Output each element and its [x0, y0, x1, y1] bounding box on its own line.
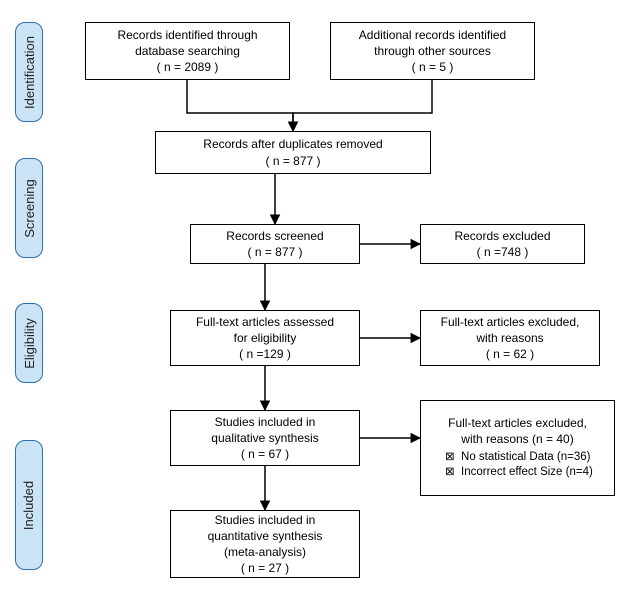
text: with reasons [476, 330, 543, 346]
text: Full-text articles excluded, [441, 314, 580, 330]
text: ( n = 27 ) [241, 560, 289, 576]
node-excluded-screen: Records excluded ( n =748 ) [420, 224, 585, 264]
text: Records after duplicates removed [203, 136, 382, 152]
text: quantitative synthesis [208, 528, 323, 544]
text: with reasons (n = 40) [461, 431, 573, 447]
text: Studies included in [215, 512, 316, 528]
stage-eligibility: Eligibility [15, 303, 43, 383]
text: ( n = 62 ) [486, 346, 534, 362]
stage-included: Included [15, 440, 43, 570]
text: Full-text articles excluded, [448, 415, 587, 431]
stage-identification: Identification [15, 22, 43, 122]
bullet: ⊠ Incorrect effect Size (n=4) [445, 465, 593, 481]
text: Records identified through [117, 27, 257, 43]
text: Records screened [226, 228, 323, 244]
text: Studies included in [215, 414, 316, 430]
text: ( n = 5 ) [412, 59, 454, 75]
node-fulltext: Full-text articles assessed for eligibil… [170, 310, 360, 366]
text: database searching [135, 43, 240, 59]
text: ( n = 877 ) [247, 244, 302, 260]
text: for eligibility [234, 330, 297, 346]
node-excluded-final: Full-text articles excluded, with reason… [420, 400, 615, 496]
text: Additional records identified [359, 27, 506, 43]
text: Records excluded [454, 228, 550, 244]
text: ( n = 2089 ) [157, 59, 219, 75]
text: ( n = 877 ) [265, 153, 320, 169]
node-screened: Records screened ( n = 877 ) [190, 224, 360, 264]
node-excluded-fulltext: Full-text articles excluded, with reason… [420, 310, 600, 366]
node-quantitative: Studies included in quantitative synthes… [170, 510, 360, 578]
node-dedup: Records after duplicates removed ( n = 8… [155, 131, 431, 174]
stage-screening: Screening [15, 158, 43, 258]
text: ( n =129 ) [239, 346, 291, 362]
node-db-search: Records identified through database sear… [85, 22, 290, 80]
text: ( n =748 ) [477, 244, 529, 260]
text: ( n = 67 ) [241, 446, 289, 462]
bullet: ⊠ No statistical Data (n=36) [445, 450, 590, 466]
text: through other sources [374, 43, 491, 59]
text: qualitative synthesis [211, 430, 318, 446]
node-other-sources: Additional records identified through ot… [330, 22, 535, 80]
text: (meta-analysis) [224, 544, 306, 560]
node-qualitative: Studies included in qualitative synthesi… [170, 410, 360, 466]
text: Full-text articles assessed [196, 314, 334, 330]
